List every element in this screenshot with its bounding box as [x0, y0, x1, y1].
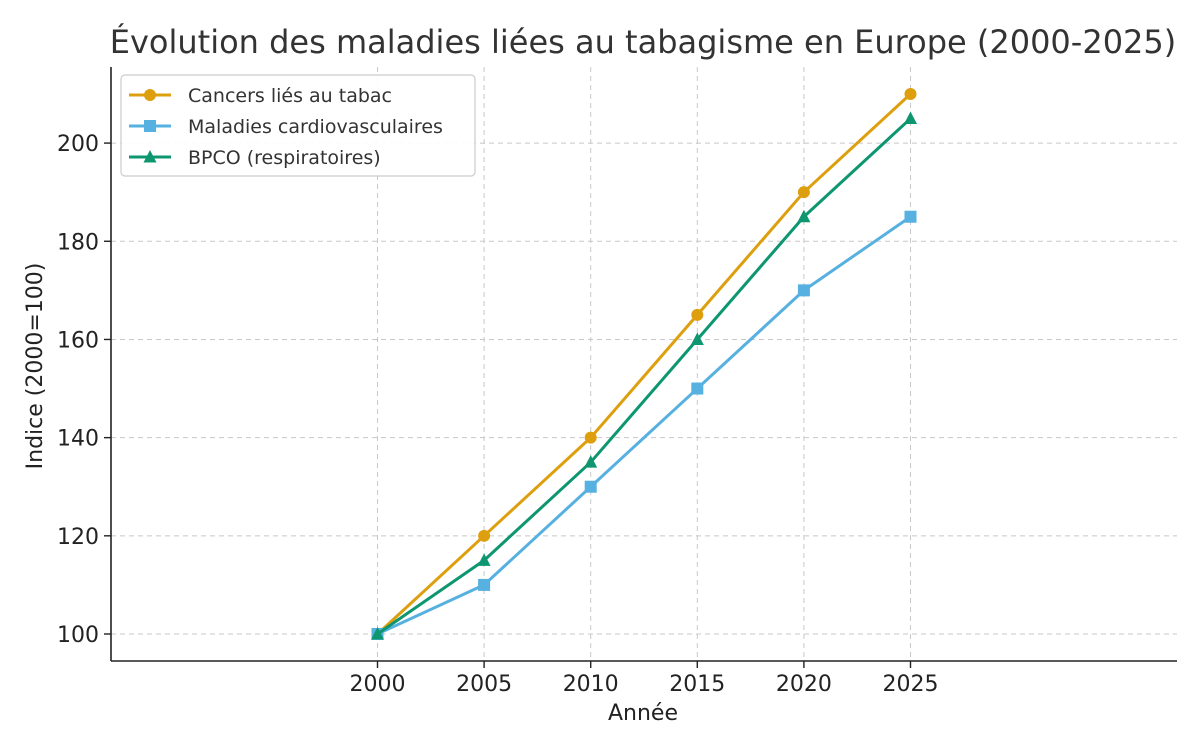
y-tick-label: 140 — [57, 427, 99, 452]
y-tick-label: 200 — [57, 132, 99, 157]
legend-marker — [143, 150, 157, 163]
y-tick-label: 180 — [57, 230, 99, 255]
legend-label: Cancers liés au tabac — [188, 85, 392, 107]
legend-entry: Maladies cardiovasculaires — [129, 116, 443, 138]
data-point — [690, 332, 704, 345]
data-point — [478, 578, 491, 591]
legend-box — [120, 74, 476, 177]
data-point — [691, 382, 704, 395]
ticks: 2000 2005 2010 2015 2020 2025 100 120 140 160 180 2… — [57, 132, 939, 697]
axes — [110, 67, 1177, 662]
chart-title: Évolution des maladies liées au tabagism… — [110, 23, 1177, 61]
x-axis-label: Année — [608, 701, 678, 726]
y-tick-label: 120 — [57, 525, 99, 550]
y-tick-label: 160 — [57, 328, 99, 353]
y-axis-label: Indice (2000=100) — [23, 263, 48, 470]
x-tick-label: 2025 — [883, 672, 939, 697]
data-point — [478, 529, 491, 542]
data-point — [797, 209, 811, 223]
data-point — [691, 308, 704, 321]
data-point — [904, 88, 917, 100]
series-line — [376, 117, 912, 636]
data-point — [797, 186, 810, 199]
series-line — [376, 215, 912, 636]
x-tick-label: 2020 — [776, 672, 832, 697]
series-line — [376, 92, 912, 636]
data-point — [477, 553, 491, 566]
legend-entry: Cancers liés au tabac — [129, 85, 392, 107]
legend: Cancers liés au tabac Maladies cardiovasc… — [120, 74, 476, 177]
y-tick-label: 100 — [57, 623, 99, 648]
series-2 — [371, 111, 917, 640]
data-point — [904, 210, 917, 223]
series-group — [371, 88, 917, 640]
x-tick-label: 2005 — [456, 672, 512, 697]
x-tick-label: 2000 — [350, 672, 406, 697]
data-point — [904, 111, 917, 125]
legend-label: Maladies cardiovasculaires — [188, 116, 443, 138]
x-tick-label: 2015 — [669, 672, 725, 697]
legend-marker — [144, 89, 156, 101]
data-point — [584, 431, 597, 444]
series-1 — [371, 210, 917, 640]
legend-entry: BPCO (respiratoires) — [129, 147, 381, 169]
data-point — [584, 455, 598, 468]
x-tick-label: 2010 — [563, 672, 619, 697]
legend-label: BPCO (respiratoires) — [188, 147, 381, 169]
data-point — [797, 284, 810, 297]
legend-marker — [144, 120, 156, 132]
data-point — [584, 480, 597, 493]
data-point — [371, 627, 384, 640]
